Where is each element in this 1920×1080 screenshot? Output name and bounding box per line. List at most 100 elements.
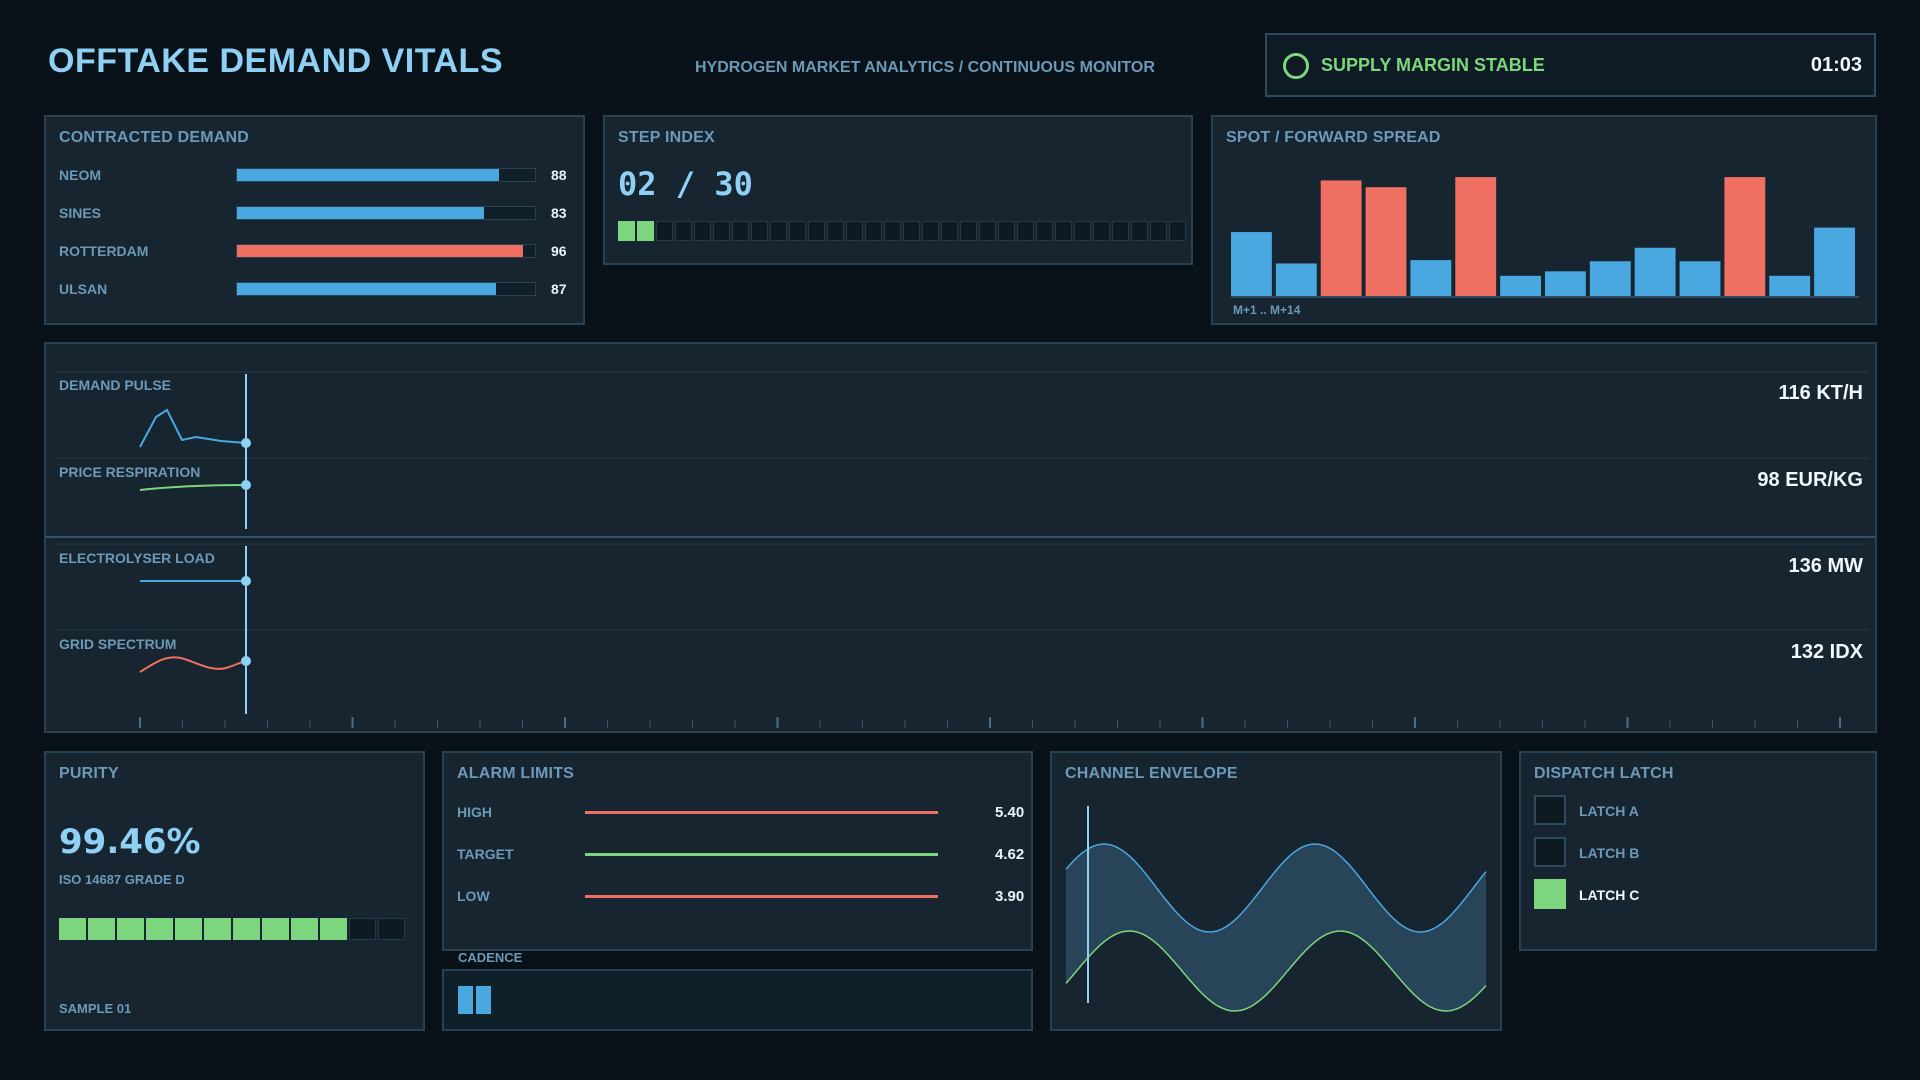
alarm-label: TARGET <box>457 846 514 862</box>
contracted-demand-panel: CONTRACTED DEMAND NEOM 88 SINES 83 ROTTE… <box>44 115 585 325</box>
panel-title: ALARM LIMITS <box>457 765 575 782</box>
spread-bar <box>1275 263 1317 296</box>
purity-grade: ISO 14687 GRADE D <box>59 872 185 887</box>
step-cell <box>960 221 977 241</box>
purity-value: 99.46% <box>59 822 201 862</box>
trace-value-demand-pulse: 116 KT/H <box>1778 382 1863 404</box>
step-value: 02 / 30 <box>618 165 753 203</box>
dispatch-latch-panel: DISPATCH LATCH LATCH A LATCH B LATCH C <box>1519 751 1877 951</box>
purity-cell <box>175 918 202 940</box>
demand-bar-fill <box>237 207 485 219</box>
trace-label-electrolyser-load: ELECTROLYSER LOAD <box>59 550 215 566</box>
purity-sample: SAMPLE 01 <box>59 1001 132 1016</box>
step-cell <box>865 221 882 241</box>
demand-bar-track <box>236 168 536 182</box>
panel-title: STEP INDEX <box>618 129 715 146</box>
step-cell <box>941 221 958 241</box>
purity-cell <box>349 918 376 940</box>
step-cell <box>732 221 749 241</box>
step-cell <box>979 221 996 241</box>
trace-line <box>139 408 247 448</box>
trace-chart-panel: DEMAND PULSE 116 KT/H PRICE RESPIRATION … <box>44 342 1877 733</box>
demand-value: 87 <box>551 281 567 297</box>
alarm-label: HIGH <box>457 804 492 820</box>
demand-value: 83 <box>551 205 567 221</box>
panel-title: PURITY <box>59 765 119 782</box>
step-index-panel: STEP INDEX 02 / 30 <box>603 115 1193 265</box>
purity-cell <box>233 918 260 940</box>
latch-a[interactable]: LATCH A <box>1534 795 1834 827</box>
alarm-value: 4.62 <box>995 846 1025 863</box>
trace-label-demand-pulse: DEMAND PULSE <box>59 377 172 393</box>
spread-bar <box>1545 271 1586 296</box>
app-title: OFFTAKE DEMAND VITALS <box>48 42 503 80</box>
spread-bar <box>1724 177 1766 296</box>
purity-cell <box>378 918 405 940</box>
step-cell <box>618 221 635 241</box>
envelope-chart <box>1065 806 1487 1012</box>
cadence-bar <box>476 986 491 1014</box>
trace-label-grid-spectrum: GRID SPECTRUM <box>59 636 177 652</box>
alarm-label: LOW <box>457 888 490 904</box>
envelope-upper-line <box>1065 843 1487 933</box>
step-cell <box>1055 221 1072 241</box>
trace-label-price-respiration: PRICE RESPIRATION <box>59 464 201 480</box>
step-cell <box>656 221 673 241</box>
cursor-dot <box>241 438 251 448</box>
purity-cell <box>117 918 144 940</box>
purity-cell <box>204 918 231 940</box>
cursor-dot <box>241 480 251 490</box>
demand-label: SINES <box>59 205 102 221</box>
step-cell <box>637 221 654 241</box>
app-subtitle: HYDROGEN MARKET ANALYTICS / CONTINUOUS M… <box>695 59 1155 76</box>
demand-label: NEOM <box>59 167 101 183</box>
latch-checkbox[interactable] <box>1534 837 1566 867</box>
demand-bar-fill <box>237 245 524 257</box>
trace-chart <box>46 371 1875 728</box>
purity-cell <box>146 918 173 940</box>
purity-cell <box>291 918 318 940</box>
spread-bar-chart <box>1231 177 1859 298</box>
envelope-area <box>1066 844 1486 1011</box>
spread-panel: SPOT / FORWARD SPREAD M+1 .. M+14 <box>1211 115 1877 325</box>
cadence-strip <box>442 969 1033 1031</box>
alarm-line <box>585 895 938 898</box>
latch-checkbox[interactable] <box>1534 795 1566 825</box>
alarm-value: 3.90 <box>995 888 1025 905</box>
alarm-row-low: LOW 3.90 <box>457 886 1027 906</box>
spread-bar <box>1500 275 1541 296</box>
demand-row-ulsan: ULSAN 87 <box>59 279 574 299</box>
latch-checkbox[interactable] <box>1534 879 1566 909</box>
step-cell <box>1131 221 1148 241</box>
step-cell <box>1036 221 1053 241</box>
spread-bar <box>1320 180 1362 296</box>
step-cell <box>1017 221 1034 241</box>
status-text: SUPPLY MARGIN STABLE <box>1321 55 1545 75</box>
step-cell <box>846 221 863 241</box>
spread-bar <box>1455 177 1497 296</box>
spread-axis-label: M+1 .. M+14 <box>1233 303 1301 317</box>
alarm-row-high: HIGH 5.40 <box>457 802 1027 822</box>
alarm-row-target: TARGET 4.62 <box>457 844 1027 864</box>
panel-title: SPOT / FORWARD SPREAD <box>1226 129 1441 146</box>
status-time: 01:03 <box>1810 54 1862 76</box>
demand-bar-fill <box>237 169 500 181</box>
demand-bar-track <box>236 206 536 220</box>
step-cell <box>998 221 1015 241</box>
step-cell <box>713 221 730 241</box>
latch-label: LATCH A <box>1579 803 1639 819</box>
demand-bar-track <box>236 282 536 296</box>
step-cell <box>808 221 825 241</box>
step-cell <box>770 221 787 241</box>
step-progress <box>618 221 1186 241</box>
step-cell <box>1112 221 1129 241</box>
latch-c[interactable]: LATCH C <box>1534 879 1834 911</box>
step-cell <box>827 221 844 241</box>
panel-title: CONTRACTED DEMAND <box>59 129 250 146</box>
latch-label: LATCH B <box>1579 845 1640 861</box>
purity-panel: PURITY 99.46% ISO 14687 GRADE D SAMPLE 0… <box>44 751 425 1031</box>
step-cell <box>694 221 711 241</box>
latch-b[interactable]: LATCH B <box>1534 837 1834 869</box>
step-cell <box>903 221 920 241</box>
purity-gauge <box>59 918 405 940</box>
